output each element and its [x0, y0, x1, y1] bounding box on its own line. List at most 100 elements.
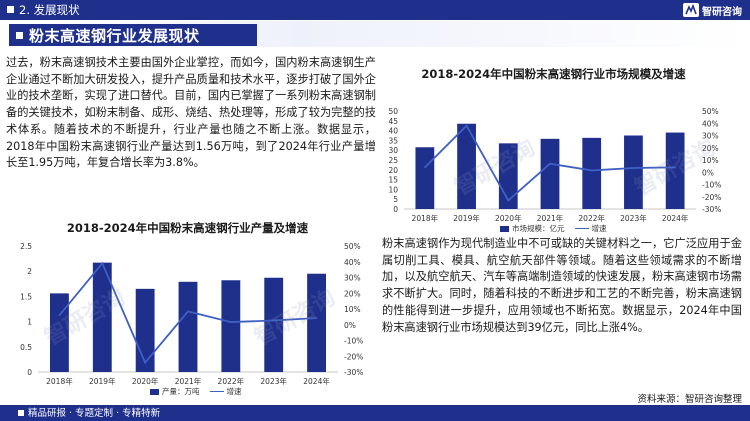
legend-item-bar: 市场规模：亿元 [500, 223, 565, 234]
section-label-text: 2. 发展现状 [19, 3, 80, 17]
growth-point [58, 314, 61, 317]
footer-tagline-text: 精品研报 · 专题定制 · 专精特新 [28, 408, 161, 419]
right-axis-tick: -10% [702, 181, 721, 190]
left-axis-tick: 15 [388, 176, 398, 185]
left-axis-tick: 30 [388, 146, 398, 155]
left-axis-tick: 0.5 [20, 343, 32, 352]
x-axis-tick: 2020年 [132, 376, 159, 386]
x-axis-tick: 2018年 [46, 376, 73, 386]
intro-paragraph: 过去，粉末高速钢技术主要由国外企业掌控，而如今，国内粉末高速钢生产企业通过不断加… [6, 56, 376, 170]
square-bullet-icon [16, 31, 23, 39]
left-axis-tick: 1 [27, 318, 32, 327]
legend-label-market: 市场规模：亿元 [512, 224, 565, 233]
x-axis-tick: 2024年 [303, 376, 330, 386]
growth-point [590, 169, 593, 172]
left-axis-tick: 35 [388, 136, 398, 145]
left-axis-tick: 2 [27, 267, 32, 276]
right-axis-tick: -30% [344, 368, 363, 377]
x-axis-tick: 2022年 [218, 376, 245, 386]
x-axis-tick: 2023年 [260, 376, 287, 386]
brand-logo: 智研咨询 [683, 2, 742, 18]
growth-point [465, 124, 468, 127]
square-bullet-icon [7, 6, 14, 13]
market-chart-title: 2018-2024年中国粉末高速钢行业市场规模及增速 [421, 67, 686, 81]
x-axis-tick: 2024年 [662, 213, 689, 223]
legend-item-line: 增速 [209, 386, 242, 397]
square-bullet-icon [18, 410, 24, 416]
legend-swatch-line [209, 390, 224, 393]
bar [92, 262, 112, 372]
left-axis-tick: 45 [388, 117, 398, 126]
bar [582, 137, 602, 209]
right-axis-tick: -20% [344, 352, 363, 361]
legend-swatch-line [574, 227, 589, 230]
legend-swatch-bar [500, 225, 509, 232]
right-axis-tick: 20% [344, 289, 361, 298]
left-axis-tick: 5 [393, 195, 398, 204]
legend-label-growth: 增速 [591, 224, 607, 233]
bar [457, 123, 476, 209]
left-axis-tick: 0 [27, 368, 32, 377]
legend-swatch-bar [150, 388, 159, 395]
right-axis-tick: 20% [702, 144, 719, 153]
bar [50, 293, 69, 372]
legend-label-growth: 增速 [226, 387, 242, 396]
bar [540, 138, 560, 209]
legend-label-production: 产量：万吨 [162, 387, 200, 396]
x-axis-tick: 2021年 [175, 376, 202, 386]
market-paragraph: 粉末高速钢作为现代制造业中不可或缺的关键材料之一，它广泛应用于金属切削工具、模具… [382, 237, 742, 334]
left-axis-tick: 1.5 [20, 292, 32, 301]
market-chart-legend: 市场规模：亿元 增速 [500, 223, 617, 234]
right-axis-tick: 50% [702, 107, 719, 116]
section-label: 2. 发展现状 [7, 2, 80, 18]
growth-point [315, 317, 318, 319]
production-chart: 0 0.5 1 1.5 2 2.5 -30% -20% -10% 0% 10% 20% 30% 40% 50… [20, 242, 363, 386]
bar [665, 132, 685, 209]
x-axis-tick: 2018年 [412, 213, 439, 223]
growth-point [507, 199, 510, 202]
growth-point [229, 321, 232, 323]
growth-point [423, 166, 426, 169]
bar [178, 281, 198, 372]
footer-bar [0, 405, 750, 421]
x-axis-tick: 2023年 [620, 213, 647, 223]
page-title-box: 粉末高速钢行业发展现状 [9, 24, 257, 46]
right-axis-tick: -20% [702, 193, 721, 202]
x-axis-tick: 2021年 [537, 213, 564, 223]
bar [221, 280, 241, 372]
x-axis-tick: 2020年 [495, 213, 522, 223]
top-bar [0, 0, 750, 20]
right-axis-tick: 10% [344, 305, 361, 314]
growth-point [632, 167, 635, 169]
right-axis-tick: 40% [344, 258, 361, 267]
x-axis-tick: 2019年 [453, 213, 480, 223]
production-chart-legend: 产量：万吨 增速 [150, 386, 252, 397]
growth-point [674, 166, 677, 169]
legend-item-bar: 产量：万吨 [150, 386, 200, 397]
right-axis-tick: 50% [344, 242, 361, 251]
left-axis-tick: 40 [388, 127, 398, 136]
left-axis-tick: 25 [388, 156, 398, 165]
x-axis-tick: 2019年 [89, 376, 116, 386]
right-axis-tick: -10% [344, 337, 363, 346]
right-axis-tick: 0% [702, 168, 714, 177]
left-axis-tick: 2.5 [20, 242, 32, 251]
brand-logo-icon [683, 3, 699, 17]
right-axis-tick: 0% [344, 321, 356, 330]
left-axis-tick: 20 [388, 166, 398, 175]
left-axis-tick: 10 [388, 185, 398, 194]
brand-logo-text: 智研咨询 [702, 6, 742, 18]
growth-point [101, 262, 104, 265]
growth-point [144, 361, 147, 364]
bar [624, 135, 643, 209]
right-axis-tick: 40% [702, 119, 719, 128]
bar [264, 277, 284, 372]
data-source: 资料来源：智研咨询整理 [637, 394, 742, 405]
growth-point [272, 319, 275, 322]
legend-item-line: 增速 [574, 223, 607, 234]
left-axis-tick: 50 [388, 107, 398, 116]
bar [415, 147, 435, 209]
production-chart-title: 2018-2024年中国粉末高速钢行业产量及增速 [66, 221, 309, 235]
right-axis-tick: 10% [702, 156, 719, 165]
